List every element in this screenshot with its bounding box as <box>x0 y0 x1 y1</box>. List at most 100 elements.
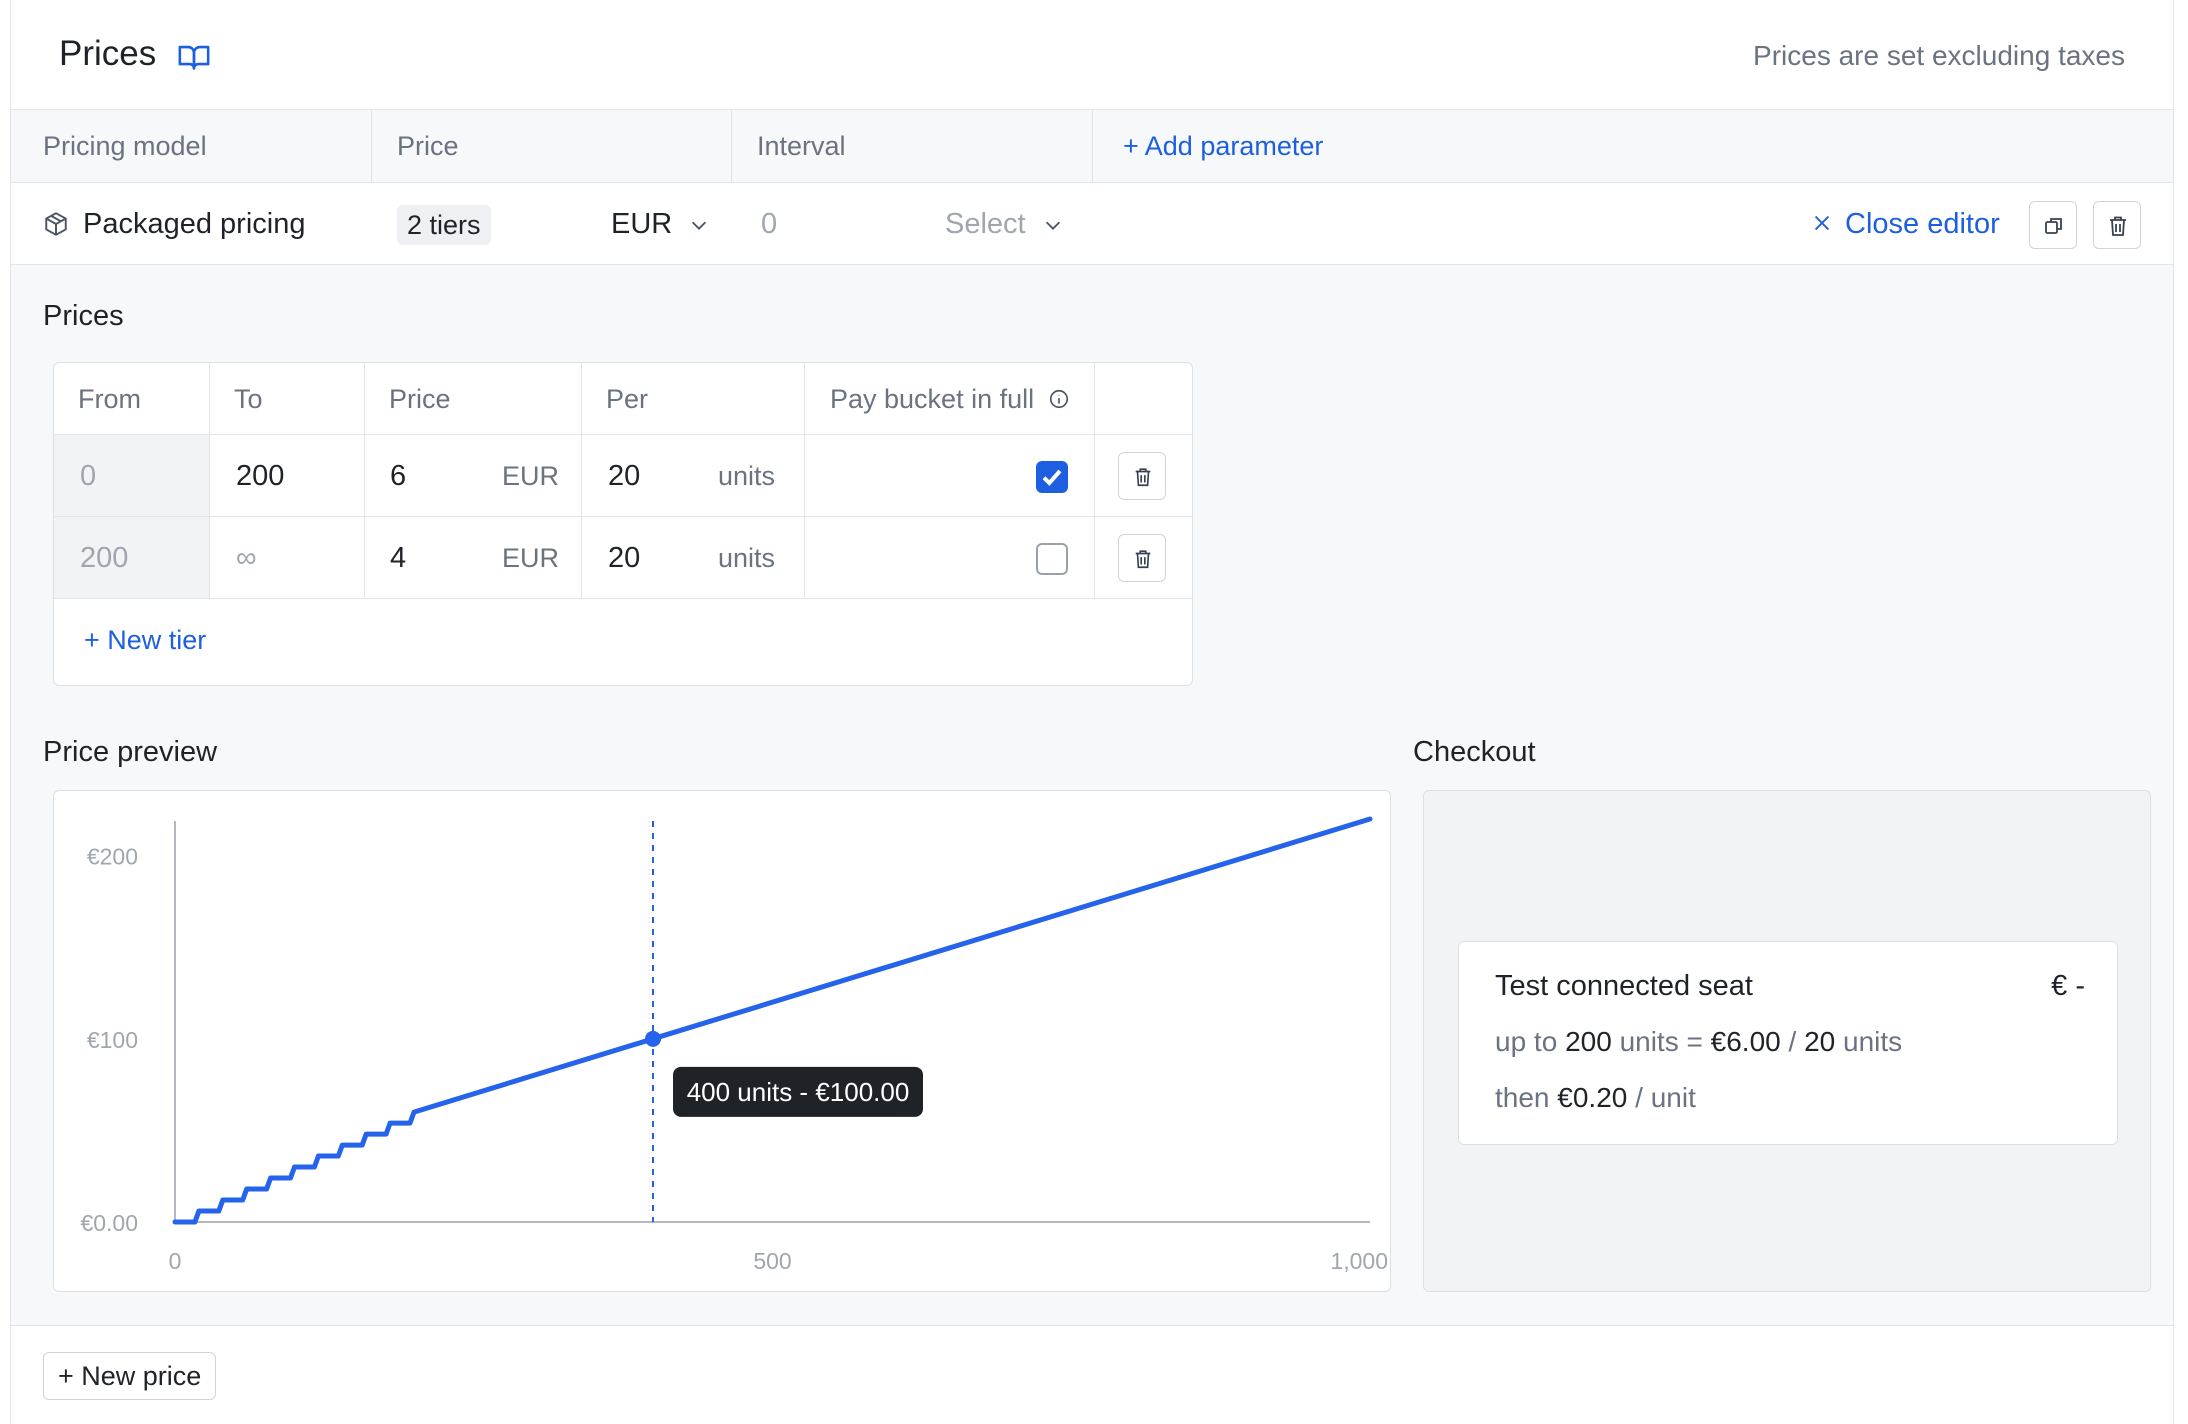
check-icon <box>1042 469 1062 486</box>
tier-from-cell <box>54 435 210 516</box>
tier-from-cell <box>54 517 210 598</box>
pay-bucket-checkbox[interactable] <box>1036 543 1068 575</box>
add-parameter-button[interactable]: + Add parameter <box>1123 110 1323 183</box>
trash-icon <box>1135 550 1151 569</box>
footer: + New price <box>11 1325 2173 1424</box>
hover-point <box>645 1030 661 1047</box>
page-title: Prices <box>59 34 157 73</box>
checkout-panel: Test connected seat € - up to 200 units … <box>1423 790 2151 1292</box>
plus-icon: + <box>1123 131 1145 161</box>
col-price: Price <box>389 384 451 414</box>
chart-canvas: €0.00 €100 €200 0 500 1,000 400 units - €100.0… <box>80 816 1388 1274</box>
checkout-line-1: up to 200 units = €6.00 / 20 units <box>1495 1026 1902 1058</box>
close-editor-label: Close editor <box>1845 208 2000 240</box>
text: / <box>1788 1026 1797 1057</box>
currency-select[interactable]: EUR <box>611 183 710 265</box>
col-pay-bucket: Pay bucket in full <box>830 363 1070 435</box>
interval-count-input[interactable]: 0 <box>761 208 778 240</box>
checkout-title: Checkout <box>1413 736 1536 768</box>
price-preview-chart: €0.00 €100 €200 0 500 1,000 400 units - €100.0… <box>53 790 1391 1292</box>
close-editor-button[interactable]: Close editor <box>1811 183 2000 265</box>
header: Prices Prices are set excluding taxes <box>11 0 2173 110</box>
currency-value: EUR <box>611 208 673 240</box>
price-row[interactable]: Packaged pricing 2 tiers EUR 0 Select Cl… <box>11 183 2173 265</box>
text: 200 <box>1565 1026 1612 1057</box>
text: 20 <box>1804 1026 1836 1057</box>
delete-price-button[interactable] <box>2093 201 2141 249</box>
x-tick-label: 500 <box>753 1248 791 1274</box>
checkout-card: Test connected seat € - up to 200 units … <box>1458 941 2118 1145</box>
divider <box>364 363 365 599</box>
copy-icon <box>2045 218 2062 234</box>
tier-to-input[interactable]: 200 <box>236 460 285 492</box>
y-tick-label: €200 <box>87 844 138 870</box>
col-price: Price <box>397 131 459 161</box>
new-tier-button[interactable]: + New tier <box>84 625 206 656</box>
tier-to-input[interactable]: ∞ <box>236 542 257 574</box>
tooltip-bg <box>673 1066 923 1117</box>
tier-per-input[interactable]: 20 <box>608 542 641 574</box>
pay-bucket-label: Pay bucket in full <box>830 384 1035 414</box>
new-price-label: New price <box>81 1361 202 1391</box>
duplicate-price-button[interactable] <box>2029 201 2077 249</box>
plus-icon: + <box>84 625 108 655</box>
tax-note: Prices are set excluding taxes <box>1753 40 2125 71</box>
delete-tier-button[interactable] <box>1118 452 1166 500</box>
interval-select-value: Select <box>945 208 1026 240</box>
text: €6.00 <box>1710 1026 1781 1057</box>
divider <box>581 363 582 599</box>
price-editor: Prices Prices are set excluding taxes Pr… <box>10 0 2174 1424</box>
pricing-model-value[interactable]: Packaged pricing <box>83 208 306 240</box>
tier-from-value: 200 <box>80 542 129 574</box>
x-tick-label: 1,000 <box>1330 1248 1388 1274</box>
tiers-table: From To Price Per Pay bucket in full 0 2… <box>53 362 1193 686</box>
col-pricing-model: Pricing model <box>43 131 207 161</box>
col-to: To <box>234 384 263 414</box>
tier-currency: EUR <box>502 543 560 573</box>
chevron-down-icon <box>1045 221 1060 231</box>
text: €0.20 <box>1557 1082 1628 1113</box>
col-from: From <box>78 384 141 414</box>
divider <box>209 363 210 599</box>
delete-tier-button[interactable] <box>1118 534 1166 582</box>
info-icon[interactable] <box>1048 388 1070 410</box>
book-open-icon[interactable] <box>177 40 211 74</box>
prices-section-title: Prices <box>43 300 124 332</box>
tier-price-input[interactable]: 4 <box>390 542 407 574</box>
tier-from-value: 0 <box>80 460 97 492</box>
chevron-down-icon <box>692 221 707 231</box>
y-tick-label: €100 <box>87 1027 138 1053</box>
tiers-header: From To Price Per Pay bucket in full <box>54 363 1192 435</box>
tiers-badge[interactable]: 2 tiers <box>397 205 491 245</box>
tooltip-text: 400 units - €100.00 <box>687 1077 910 1107</box>
checkout-line-2: then €0.20 / unit <box>1495 1082 1696 1114</box>
tier-price-input[interactable]: 6 <box>390 460 407 492</box>
col-interval: Interval <box>757 131 846 161</box>
checkout-amount: € - <box>2051 970 2085 1002</box>
new-price-button[interactable]: + New price <box>43 1352 217 1400</box>
text: / unit <box>1635 1082 1696 1113</box>
text: = <box>1686 1026 1703 1057</box>
tier-unit: units <box>718 461 776 491</box>
y-tick-label: €0.00 <box>80 1210 138 1236</box>
tier-row: 0 200 6 EUR 20 units <box>54 435 1192 517</box>
price-preview-title: Price preview <box>43 736 218 768</box>
tier-per-input[interactable]: 20 <box>608 460 641 492</box>
tier-unit: units <box>718 543 776 573</box>
text: up to <box>1495 1026 1558 1057</box>
tier-row: 200 ∞ 4 EUR 20 units <box>54 517 1192 599</box>
x-tick-label: 0 <box>169 1248 182 1274</box>
divider <box>1094 363 1095 599</box>
plus-icon: + <box>58 1361 82 1391</box>
text: units <box>1619 1026 1679 1057</box>
package-icon <box>43 211 69 242</box>
pay-bucket-checkbox[interactable] <box>1036 461 1068 493</box>
add-parameter-label: Add parameter <box>1144 131 1324 161</box>
trash-icon <box>1135 468 1151 487</box>
checkout-item-name: Test connected seat <box>1495 970 1753 1002</box>
interval-select[interactable]: Select <box>945 183 1064 265</box>
close-icon <box>1814 216 1830 231</box>
new-tier-label: New tier <box>107 625 207 655</box>
divider <box>804 363 805 599</box>
col-per: Per <box>606 384 649 414</box>
